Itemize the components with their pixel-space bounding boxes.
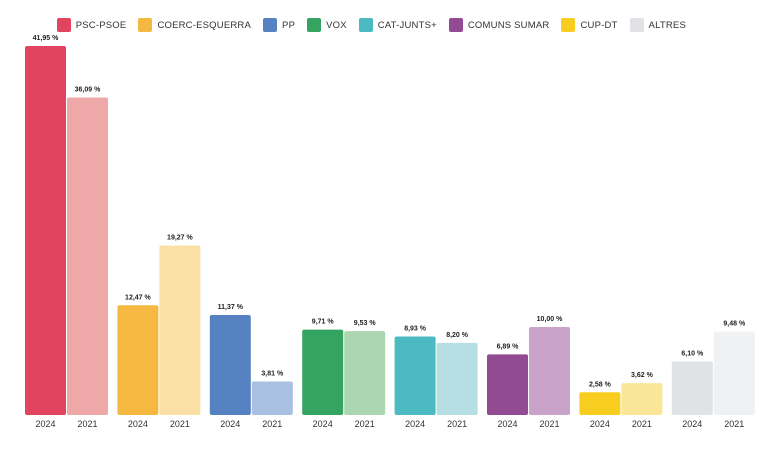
data-label-comuns-sumar-2021: 10,00 %: [537, 316, 563, 323]
bar-coerc-esquerra-2021: [159, 245, 201, 415]
legend-item-pp: PP: [263, 18, 295, 32]
legend-label-altres: ALTRES: [648, 19, 686, 31]
legend-swatch-cup-dt: [561, 18, 576, 32]
bar-cat-junts-2024: [394, 336, 436, 415]
bar-vox-2021: [344, 331, 386, 415]
tick-label-pp-2024: 2024: [220, 419, 240, 429]
legend-item-psc-psoe: PSC-PSOE: [56, 18, 127, 32]
legend-swatch-comuns-sumar: [448, 18, 463, 32]
bar-pp-2024: [209, 314, 251, 415]
tick-label-cup-dt-2024: 2024: [590, 419, 610, 429]
bar-cup-dt-2021: [621, 383, 663, 415]
legend-item-altres: ALTRES: [629, 18, 686, 32]
data-label-psc-psoe-2021: 36,09 %: [75, 87, 101, 94]
legend-swatch-pp: [263, 18, 278, 32]
bar-comuns-sumar-2021: [529, 327, 570, 415]
data-label-cat-junts-2024: 8,93 %: [404, 325, 427, 332]
tick-label-altres-2021: 2021: [724, 419, 744, 429]
legend-label-coerc-esquerra: COERC-ESQUERRA: [157, 19, 252, 31]
legend-label-pp: PP: [282, 19, 296, 31]
tick-label-psc-psoe-2024: 2024: [35, 419, 55, 429]
data-label-comuns-sumar-2024: 6,89 %: [497, 343, 520, 350]
data-label-cup-dt-2021: 3,62 %: [631, 372, 654, 379]
tick-label-coerc-esquerra-2024: 2024: [128, 419, 148, 429]
chart-legend: PSC-PSOE COERC-ESQUERRA PP VOX CAT-JUNTS…: [0, 15, 768, 35]
data-label-coerc-esquerra-2021: 19,27 %: [167, 234, 193, 241]
tick-label-coerc-esquerra-2021: 2021: [170, 419, 190, 429]
bar-vox-2024: [302, 329, 344, 415]
data-label-vox-2021: 9,53 %: [354, 320, 377, 327]
tick-label-vox-2024: 2024: [313, 419, 333, 429]
legend-item-vox: VOX: [307, 18, 347, 32]
data-label-psc-psoe-2024: 41,95 %: [33, 35, 59, 42]
bar-altres-2024: [671, 361, 713, 415]
tick-label-cat-junts-2024: 2024: [405, 419, 425, 429]
tick-label-cup-dt-2021: 2021: [632, 419, 652, 429]
bar-cat-junts-2021: [436, 342, 478, 415]
legend-swatch-cat-junts: [358, 18, 373, 32]
tick-label-cat-junts-2021: 2021: [447, 419, 467, 429]
bar-psc-psoe-2021: [67, 97, 108, 415]
legend-item-coerc-esquerra: COERC-ESQUERRA: [138, 18, 251, 32]
data-label-pp-2021: 3,81 %: [261, 370, 284, 377]
legend-label-psc-psoe: PSC-PSOE: [75, 19, 127, 31]
data-label-altres-2021: 9,48 %: [723, 321, 746, 328]
tick-label-pp-2021: 2021: [262, 419, 282, 429]
bar-pp-2021: [251, 381, 293, 415]
bar-altres-2021: [713, 331, 755, 415]
tick-label-psc-psoe-2021: 2021: [77, 419, 97, 429]
data-label-vox-2024: 9,71 %: [312, 319, 335, 326]
tick-label-comuns-sumar-2024: 2024: [497, 419, 517, 429]
tick-label-altres-2024: 2024: [682, 419, 702, 429]
legend-label-vox: VOX: [326, 19, 347, 31]
legend-label-cup-dt: CUP-DT: [580, 19, 618, 31]
legend-swatch-altres: [629, 18, 644, 32]
legend-label-comuns-sumar: COMUNS SUMAR: [467, 19, 550, 31]
legend-swatch-vox: [307, 18, 322, 32]
legend-item-cat-junts: CAT-JUNTS+: [358, 18, 437, 32]
tick-label-vox-2021: 2021: [355, 419, 375, 429]
tick-label-comuns-sumar-2021: 2021: [539, 419, 559, 429]
bar-psc-psoe-2024: [25, 46, 66, 415]
data-label-cat-junts-2021: 8,20 %: [446, 332, 469, 339]
data-label-altres-2024: 6,10 %: [681, 350, 704, 357]
legend-item-cup-dt: CUP-DT: [561, 18, 617, 32]
legend-label-cat-junts: CAT-JUNTS+: [377, 19, 437, 31]
bar-cup-dt-2024: [579, 392, 621, 415]
bar-coerc-esquerra-2024: [117, 305, 159, 415]
data-label-cup-dt-2024: 2,58 %: [589, 381, 612, 388]
legend-swatch-coerc-esquerra: [138, 18, 153, 32]
data-label-pp-2024: 11,37 %: [218, 304, 244, 311]
legend-swatch-psc-psoe: [56, 18, 71, 32]
legend-item-comuns-sumar: COMUNS SUMAR: [448, 18, 550, 32]
data-label-coerc-esquerra-2024: 12,47 %: [125, 294, 151, 301]
bar-comuns-sumar-2024: [487, 354, 528, 415]
